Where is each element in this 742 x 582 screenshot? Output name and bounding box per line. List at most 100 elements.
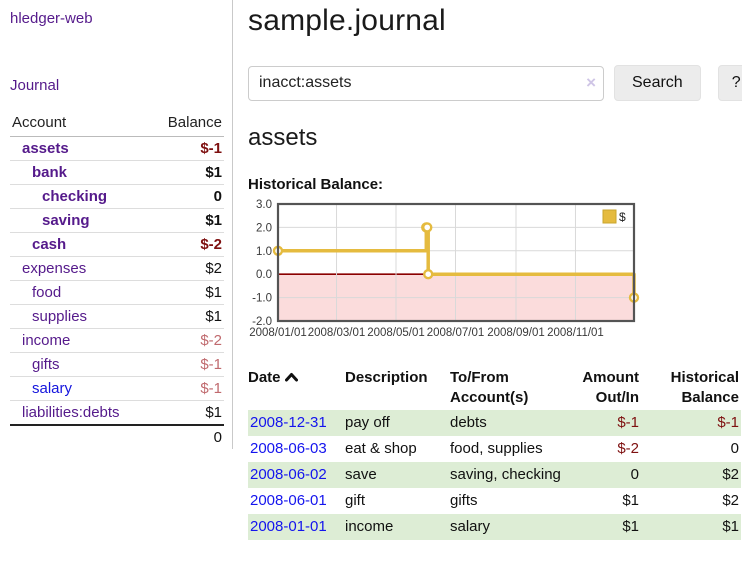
account-balance: 0 — [150, 184, 224, 209]
transaction-accounts: debts — [450, 410, 570, 436]
account-balance: $1 — [150, 304, 224, 329]
transaction-date-link[interactable]: 2008-06-03 — [250, 440, 327, 457]
svg-text:2008/11/01: 2008/11/01 — [547, 327, 604, 339]
table-row[interactable]: 2008-12-31 pay off debts $-1 $-1 — [248, 410, 741, 436]
account-balance: $-1 — [150, 352, 224, 377]
account-row: bank $1 — [10, 160, 224, 185]
accounts-column-header: To/From Account(s) — [450, 369, 529, 406]
table-row[interactable]: 2008-01-01 income salary $1 $1 — [248, 514, 741, 540]
description-column-header: Description — [345, 369, 428, 386]
transaction-date-link[interactable]: 2008-06-01 — [250, 492, 327, 509]
sidebar: hledger-web Journal Account Balance asse… — [0, 0, 233, 449]
account-link-food[interactable]: food — [32, 284, 62, 301]
transaction-balance: $2 — [722, 492, 739, 509]
clear-search-icon[interactable]: × — [586, 72, 596, 92]
account-row: food $1 — [10, 280, 224, 305]
date-column-header[interactable]: Date — [248, 366, 345, 410]
account-link-cash[interactable]: cash — [32, 236, 67, 253]
svg-text:2.0: 2.0 — [256, 222, 272, 234]
main-content: sample.journal × Search ? assets Histori… — [248, 0, 742, 540]
account-link-assets[interactable]: assets — [22, 140, 69, 157]
svg-text:-1.0: -1.0 — [252, 293, 272, 305]
svg-text:-2.0: -2.0 — [252, 316, 272, 328]
transaction-description: pay off — [345, 410, 450, 436]
account-balance: $1 — [150, 208, 224, 233]
transaction-description: eat & shop — [345, 440, 417, 457]
account-row: checking 0 — [10, 184, 224, 209]
transaction-balance: $1 — [641, 514, 741, 540]
svg-text:2008/07/01: 2008/07/01 — [427, 327, 485, 339]
accounts-total: 0 — [150, 424, 224, 449]
balance-column-header: Historical Balance — [670, 369, 739, 406]
account-row: income $-2 — [10, 328, 224, 353]
table-row[interactable]: 2008-06-03 eat & shop food, supplies $-2… — [248, 436, 741, 462]
svg-text:3.0: 3.0 — [256, 199, 272, 211]
account-link-expenses[interactable]: expenses — [22, 260, 87, 277]
account-balance: $-1 — [150, 136, 224, 161]
transaction-description: gift — [345, 492, 366, 509]
transaction-date-link[interactable]: 2008-01-01 — [250, 518, 327, 535]
search-button[interactable]: Search — [614, 65, 701, 101]
transaction-amount: $1 — [570, 514, 641, 540]
accounts-table-header: Account Balance — [10, 111, 224, 137]
account-link-bank[interactable]: bank — [32, 164, 68, 181]
account-balance: $-1 — [150, 376, 224, 401]
transaction-accounts: salary — [450, 514, 570, 540]
transaction-date-link[interactable]: 2008-12-31 — [250, 414, 327, 431]
amount-column-header: Amount Out/In — [582, 369, 639, 406]
page-title: sample.journal — [248, 4, 446, 37]
svg-text:1.0: 1.0 — [256, 246, 272, 258]
account-balance: $-2 — [150, 232, 224, 257]
transaction-description: save — [345, 462, 450, 488]
account-row: assets $-1 — [10, 136, 224, 161]
account-balance: $1 — [150, 160, 224, 185]
svg-text:$: $ — [619, 210, 626, 224]
svg-text:2008/01/01: 2008/01/01 — [249, 327, 307, 339]
svg-text:2008/09/01: 2008/09/01 — [487, 327, 545, 339]
account-link-liabilities-debts[interactable]: liabilities:debts — [22, 404, 120, 421]
account-balance: $1 — [150, 400, 224, 425]
help-button[interactable]: ? — [717, 65, 742, 101]
account-link-income[interactable]: income — [22, 332, 71, 349]
historical-balance-chart: 3.0 2.0 1.0 0.0 -1.0 -2.0 2008/01/01 2008/03/01… — [248, 199, 742, 352]
search-input[interactable] — [248, 65, 604, 101]
transaction-amount: $1 — [622, 492, 639, 509]
app-title[interactable]: hledger-web — [10, 10, 93, 27]
account-balance: $2 — [150, 256, 224, 281]
table-row[interactable]: 2008-06-02 save saving, checking 0 $2 — [248, 462, 741, 488]
svg-text:0.0: 0.0 — [256, 269, 272, 281]
transaction-balance: $2 — [641, 462, 741, 488]
account-row: liabilities:debts $1 — [10, 400, 224, 425]
table-row[interactable]: 2008-06-01 gift gifts $1 $2 — [248, 488, 741, 514]
transaction-accounts: food, supplies — [450, 440, 543, 457]
transaction-date-link[interactable]: 2008-06-02 — [250, 466, 327, 483]
account-row: saving $1 — [10, 208, 224, 233]
account-link-saving[interactable]: saving — [42, 212, 90, 229]
account-link-checking[interactable]: checking — [42, 188, 108, 205]
sidebar-item-journal[interactable]: Journal — [10, 77, 60, 94]
transaction-accounts: gifts — [450, 492, 478, 509]
transaction-amount: $-1 — [570, 410, 641, 436]
account-column-header: Account — [10, 111, 151, 137]
accounts-table: Account Balance assets $-1 bank $1 check… — [10, 111, 224, 449]
account-balance: $1 — [150, 280, 224, 305]
transaction-balance: 0 — [730, 440, 739, 457]
svg-text:2008/03/01: 2008/03/01 — [308, 327, 366, 339]
transaction-amount: 0 — [570, 462, 641, 488]
account-row: gifts $-1 — [10, 352, 224, 377]
account-link-gifts[interactable]: gifts — [32, 356, 60, 373]
account-link-salary[interactable]: salary — [32, 380, 73, 397]
chart-label: Historical Balance: — [248, 176, 384, 193]
account-link-supplies[interactable]: supplies — [32, 308, 88, 325]
transaction-balance: $-1 — [641, 410, 741, 436]
search-form: × Search ? — [248, 65, 742, 101]
account-balance: $-2 — [150, 328, 224, 353]
account-row: cash $-2 — [10, 232, 224, 257]
svg-text:2008/05/01: 2008/05/01 — [367, 327, 425, 339]
account-heading: assets — [248, 124, 318, 151]
transaction-description: income — [345, 514, 450, 540]
accounts-total-row: 0 — [10, 424, 224, 449]
account-row: expenses $2 — [10, 256, 224, 281]
